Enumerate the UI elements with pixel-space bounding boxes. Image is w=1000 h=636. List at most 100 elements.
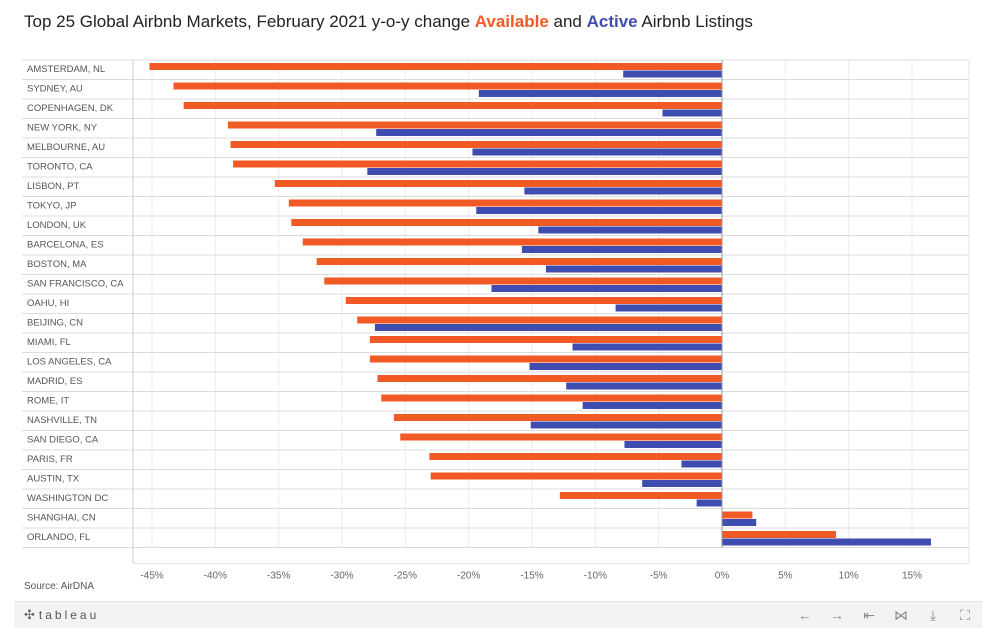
bar-available[interactable] [393,414,722,421]
bar-active[interactable] [545,265,722,273]
tableau-brand[interactable]: ✣ tableau [24,607,99,623]
bar-active[interactable] [624,441,722,448]
x-tick-label: -5% [650,571,668,582]
category-label: WASHINGTON DC [27,493,108,504]
bar-active[interactable] [582,402,722,409]
undo-icon: ← [798,607,812,623]
bar-available[interactable] [228,121,722,129]
bar-active[interactable] [376,129,722,136]
x-axis: -45% -40% -35% -30% -25% -20% -15% -10% -5% 0% 5% 1… [133,60,969,582]
category-label: SAN FRANCISCO, CA [27,279,124,290]
bar-available[interactable] [274,180,722,187]
bars [149,63,931,546]
bar-available[interactable] [357,316,722,324]
bar-available[interactable] [377,375,722,382]
tableau-logo-icon: ✣ [24,607,35,622]
x-tick-label: -40% [204,571,227,582]
bar-available[interactable] [173,82,723,90]
bar-active[interactable] [566,382,722,390]
share-icon: ⋈ [894,606,908,623]
category-label: SHANGHAI, CN [27,513,96,524]
category-label: OAHU, HI [27,298,69,309]
x-tick-label: -25% [394,571,417,582]
bar-available[interactable] [722,531,836,538]
title-available-series: Available [474,12,549,31]
category-label: AUSTIN, TX [27,474,80,485]
bar-active[interactable] [696,499,722,507]
download-icon: ⤓ [929,606,937,623]
category-label: TOKYO, JP [27,201,76,212]
title-suffix: Airbnb Listings [637,12,753,31]
category-label: LONDON, UK [27,220,87,231]
redo-icon: → [830,607,844,623]
bar-available[interactable] [324,277,722,285]
bar-available[interactable] [369,336,722,343]
revert-icon: ⇤ [863,606,875,623]
bar-active[interactable] [538,226,722,234]
category-label: COPENHAGEN, DK [27,103,114,114]
share-button[interactable]: ⋈ [890,605,912,625]
bar-available[interactable] [345,297,722,304]
title-prefix: Top 25 Global Airbnb Markets, February 2… [24,12,475,31]
bar-active[interactable] [367,168,722,175]
bar-active[interactable] [615,304,722,312]
row-separators [22,59,969,548]
bar-available[interactable] [429,453,722,460]
bar-active[interactable] [722,519,757,526]
bar-active[interactable] [476,207,722,214]
revert-button[interactable]: ⇤ [858,605,880,625]
bar-available[interactable] [722,511,753,519]
category-label: BEIJING, CN [27,318,83,329]
bar-active[interactable] [681,460,722,468]
brand-text: tableau [38,608,100,622]
category-label: SYDNEY, AU [27,84,83,95]
bar-active[interactable] [374,324,722,331]
bar-active[interactable] [524,187,722,195]
bar-active[interactable] [521,246,722,253]
title-and: and [548,12,587,31]
bar-active[interactable] [529,363,722,370]
bar-available[interactable] [302,238,722,246]
bar-active[interactable] [472,148,722,156]
viz-toolbar: ✣ tableau ← → ⇤ ⋈ ⤓ ⛶ [14,601,982,628]
x-tick-label: 5% [778,571,793,582]
category-label: AMSTERDAM, NL [27,64,105,75]
bar-available[interactable] [316,258,722,265]
bar-active[interactable] [478,90,722,97]
category-label: ORLANDO, FL [27,532,90,543]
bar-active[interactable] [623,70,722,78]
x-tick-label: -30% [330,571,353,582]
fullscreen-button[interactable]: ⛶ [954,605,976,625]
bar-available[interactable] [559,492,722,499]
bar-available[interactable] [400,433,722,441]
bar-available[interactable] [369,355,722,363]
undo-button[interactable]: ← [794,605,816,625]
bar-active[interactable] [722,538,931,546]
bar-active[interactable] [530,421,722,429]
bar-available[interactable] [233,160,723,168]
x-tick-label: -15% [520,571,543,582]
bar-available[interactable] [183,102,722,109]
category-label: SAN DIEGO, CA [27,435,99,446]
x-tick-label: 0% [715,571,730,582]
x-tick-label: -20% [457,571,480,582]
category-label: BARCELONA, ES [27,240,104,251]
bar-active[interactable] [642,480,722,487]
bar-active[interactable] [662,109,722,117]
title-active-series: Active [586,12,638,31]
bar-available[interactable] [291,219,722,226]
bar-available[interactable] [381,394,722,402]
bar-available[interactable] [288,199,722,207]
category-label: PARIS, FR [27,454,73,465]
bar-available[interactable] [430,472,722,480]
x-tick-label: -45% [140,571,163,582]
download-button[interactable]: ⤓ [922,605,944,625]
redo-button[interactable]: → [826,605,848,625]
chart-title: Top 25 Global Airbnb Markets, February 2… [24,12,753,32]
category-label: TORONTO, CA [27,162,93,173]
bar-available[interactable] [149,63,722,70]
bar-available[interactable] [230,141,723,148]
bar-active[interactable] [572,343,722,351]
bar-chart: AMSTERDAM, NL SYDNEY, AU COPENHAGEN, DK NEW… [22,59,970,582]
bar-active[interactable] [491,285,722,292]
